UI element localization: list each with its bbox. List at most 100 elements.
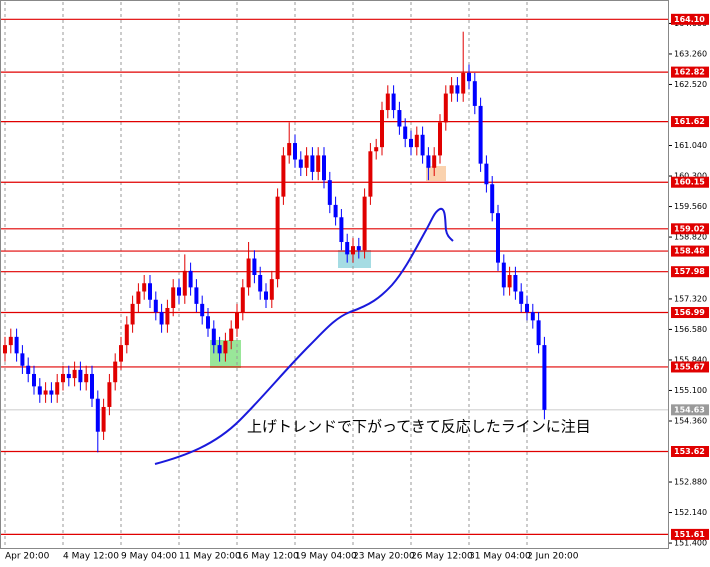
candle-body — [78, 369, 83, 383]
x-tick-label: 2 Jun 20:00 — [527, 552, 579, 562]
y-tick-label: 162.520 — [674, 80, 707, 89]
x-tick-label: 19 May 04:00 — [295, 552, 357, 562]
candle-body — [525, 303, 529, 313]
candle-body — [501, 262, 506, 288]
candle-body — [107, 382, 112, 407]
candle-body — [519, 291, 524, 304]
candle-body — [472, 81, 477, 106]
level-label: 159.02 — [674, 224, 705, 233]
candle-body — [333, 204, 338, 218]
candle-body — [101, 406, 106, 432]
x-tick-label: 26 May 12:00 — [411, 552, 473, 562]
candle-body — [206, 316, 210, 329]
x-tick-label: 4 May 12:00 — [63, 552, 119, 562]
candle-body — [432, 155, 437, 168]
annotation: 上げトレンドで下がってきて反応したラインに注目 — [247, 418, 591, 436]
candle-body — [414, 134, 419, 148]
candle-body — [438, 122, 442, 156]
level-label-box — [671, 446, 709, 458]
candle-body — [449, 85, 454, 94]
candle-body — [26, 365, 31, 374]
level-label-box — [671, 307, 709, 319]
candle-body — [287, 143, 292, 156]
candle-body — [536, 320, 541, 346]
level-label: 155.67 — [674, 362, 705, 371]
candle-body — [391, 93, 396, 111]
x-tick-label: 31 May 04:00 — [469, 552, 531, 562]
level-label-box — [671, 245, 709, 257]
x-tick-label: 9 May 04:00 — [121, 552, 177, 562]
x-tick-label: 16 May 12:00 — [237, 552, 299, 562]
candle-body — [211, 328, 216, 346]
candle-body — [403, 126, 408, 139]
candle-body — [119, 345, 123, 362]
candle-body — [49, 390, 54, 395]
candle-body — [43, 390, 48, 395]
candle-body — [72, 369, 77, 379]
candle-body — [304, 155, 309, 168]
candle-body — [3, 345, 7, 354]
candle-body — [32, 373, 36, 387]
candle-body — [339, 217, 344, 243]
level-label-box — [671, 528, 709, 540]
level-label: 153.62 — [674, 447, 705, 456]
candle-body — [345, 242, 350, 255]
candle-body — [258, 275, 263, 292]
level-label: 151.61 — [674, 530, 705, 539]
level-label: 164.10 — [674, 15, 705, 24]
candle-body — [165, 307, 170, 325]
candle-body — [467, 72, 471, 82]
candle-body — [229, 328, 234, 341]
candle-body — [171, 287, 176, 308]
candle-body — [159, 312, 164, 325]
last-price-label: 154.63 — [674, 405, 705, 414]
candle-body — [327, 180, 332, 205]
level-label: 162.82 — [674, 68, 705, 77]
level-label: 157.98 — [674, 267, 705, 276]
y-tick-label: 155.100 — [674, 386, 707, 395]
candle-body — [380, 110, 384, 148]
level-label-box — [671, 66, 709, 78]
candle-body — [275, 196, 280, 280]
level-label-box — [671, 266, 709, 278]
y-tick-label: 152.140 — [674, 508, 707, 517]
candle-body — [269, 279, 274, 300]
candle-body — [507, 275, 512, 288]
y-tick-label: 158.820 — [674, 233, 707, 242]
candle-body — [130, 303, 135, 325]
candle-body — [124, 324, 129, 346]
candle-body — [14, 336, 19, 354]
y-tick-label: 156.580 — [674, 325, 707, 334]
candle-body — [484, 163, 489, 185]
candle-body — [461, 72, 466, 94]
candle-body — [84, 373, 89, 383]
candle-body — [95, 398, 100, 432]
candle-body — [513, 275, 518, 292]
x-tick-label: 23 May 20:00 — [353, 552, 415, 562]
candle-body — [322, 155, 326, 181]
y-tick-label: 151.400 — [674, 539, 707, 548]
candle-body — [182, 270, 187, 296]
level-label: 160.15 — [674, 178, 705, 187]
candle-body — [310, 155, 315, 172]
candle-body — [496, 213, 500, 263]
candle-body — [356, 246, 361, 251]
candle-body — [235, 312, 239, 329]
candle-body — [148, 283, 152, 300]
candle-body — [455, 85, 460, 94]
candle-body — [351, 246, 355, 255]
candle-body — [281, 155, 286, 197]
candle-body — [55, 382, 60, 395]
candle-body — [37, 386, 42, 395]
candle-body — [8, 336, 13, 346]
candle-body — [200, 303, 205, 317]
y-tick-label: 157.320 — [674, 294, 707, 303]
y-tick-label: 161.040 — [674, 141, 707, 150]
y-tick-label: 163.260 — [674, 49, 707, 58]
candle-body — [246, 258, 251, 288]
candle-body — [252, 258, 257, 275]
candle-body — [362, 196, 367, 251]
level-label: 156.99 — [674, 308, 705, 317]
level-label-box — [671, 13, 709, 25]
